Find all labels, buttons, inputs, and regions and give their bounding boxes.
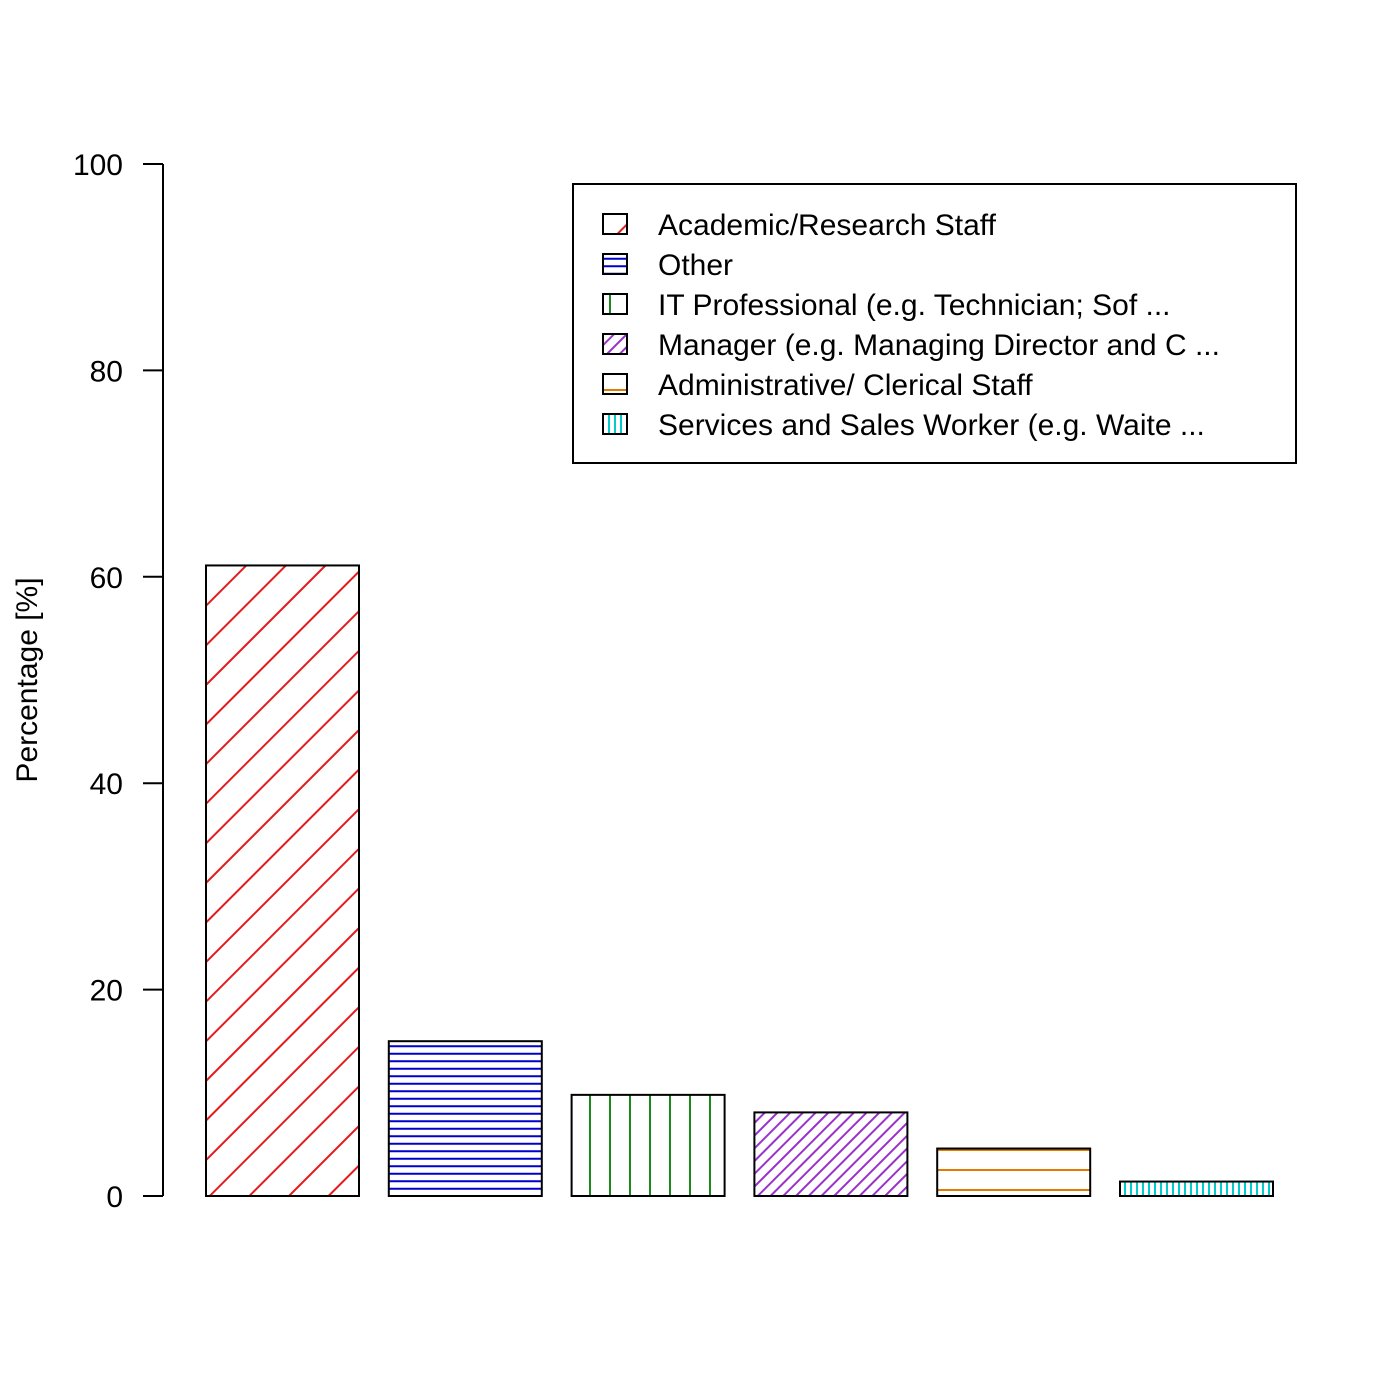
legend-label: Manager (e.g. Managing Director and C ..…	[658, 329, 1220, 362]
bar	[753, 1111, 909, 1197]
y-tick-label: 80	[90, 355, 123, 388]
legend-box	[572, 183, 1297, 464]
legend-swatch	[602, 413, 628, 435]
legend: Academic/Research Staff Other IT Professio…	[572, 183, 1297, 464]
legend-swatch	[602, 213, 628, 235]
legend-label: Administrative/ Clerical Staff	[658, 369, 1033, 402]
legend-label: IT Professional (e.g. Technician; Sof ..…	[658, 289, 1171, 322]
legend-label: Services and Sales Worker (e.g. Waite ..…	[658, 409, 1205, 442]
y-tick-label: 0	[106, 1181, 123, 1214]
y-tick-label: 60	[90, 562, 123, 595]
y-axis-title: Percentage [%]	[11, 577, 44, 782]
legend-swatch	[602, 253, 628, 275]
y-tick-label: 100	[73, 149, 123, 182]
bar	[570, 1093, 726, 1198]
y-tick-label: 40	[90, 768, 123, 801]
legend-swatch	[602, 293, 628, 315]
legend-label: Academic/Research Staff	[658, 209, 997, 242]
bars	[205, 564, 1274, 1198]
bar	[936, 1147, 1092, 1197]
y-tick-label: 20	[90, 975, 123, 1008]
y-axis: 0 20 40 60 80 100	[73, 149, 164, 1214]
legend-swatch	[602, 373, 628, 395]
bar	[205, 564, 360, 1197]
legend-label: Other	[658, 249, 733, 282]
legend-swatch	[602, 333, 628, 355]
bar	[1119, 1180, 1274, 1198]
bar	[387, 1040, 543, 1197]
